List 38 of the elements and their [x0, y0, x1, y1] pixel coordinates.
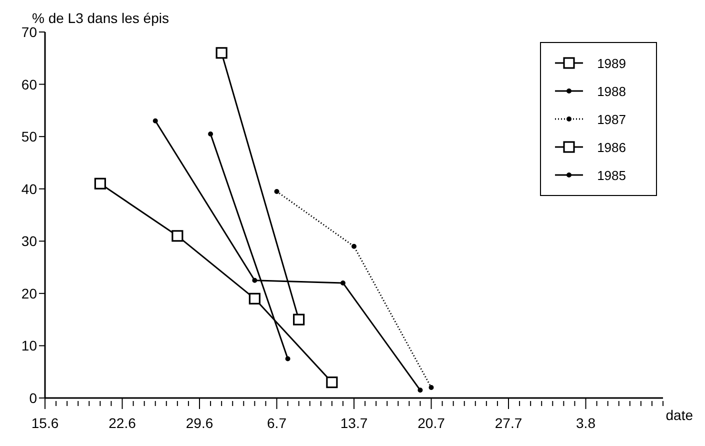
x-tick-label: 15.6 — [31, 415, 59, 431]
x-tick-label: 27.7 — [494, 415, 522, 431]
x-tick-label: 22.6 — [108, 415, 136, 431]
y-tick-label: 70 — [21, 24, 38, 40]
point — [152, 118, 158, 124]
y-tick-label: 60 — [21, 76, 38, 92]
point — [340, 280, 346, 286]
y-tick-label: 40 — [21, 180, 38, 197]
y-tick-label: 50 — [21, 128, 38, 145]
legend-label: 1988 — [597, 84, 626, 98]
legend-label: 1985 — [597, 168, 626, 182]
point — [274, 188, 280, 194]
y-tick-label: 30 — [21, 233, 38, 250]
point — [94, 178, 106, 190]
point — [216, 47, 228, 59]
y-tick-label: 0 — [29, 390, 38, 406]
point — [428, 385, 434, 390]
x-tick-label: 29.6 — [186, 415, 214, 431]
point — [293, 314, 305, 326]
point — [208, 131, 214, 136]
point — [285, 356, 290, 362]
point — [418, 388, 423, 393]
x-axis-title: date — [666, 407, 694, 423]
x-tick-label: 20.7 — [418, 415, 446, 431]
legend-label: 1986 — [597, 140, 626, 154]
legend-label: 1987 — [597, 112, 626, 126]
point — [326, 376, 338, 388]
point — [352, 244, 356, 249]
x-tick-label: 6.7 — [267, 415, 287, 431]
point — [252, 278, 258, 283]
y-axis-title: % de L3 dans les épis — [32, 10, 169, 26]
point — [248, 292, 260, 304]
x-tick-label: 3.8 — [576, 415, 596, 431]
y-tick-label: 10 — [21, 338, 38, 354]
legend-label: 1989 — [597, 56, 626, 70]
point — [172, 230, 184, 242]
y-tick-label: 20 — [21, 285, 38, 302]
x-tick-label: 13.7 — [340, 415, 368, 431]
